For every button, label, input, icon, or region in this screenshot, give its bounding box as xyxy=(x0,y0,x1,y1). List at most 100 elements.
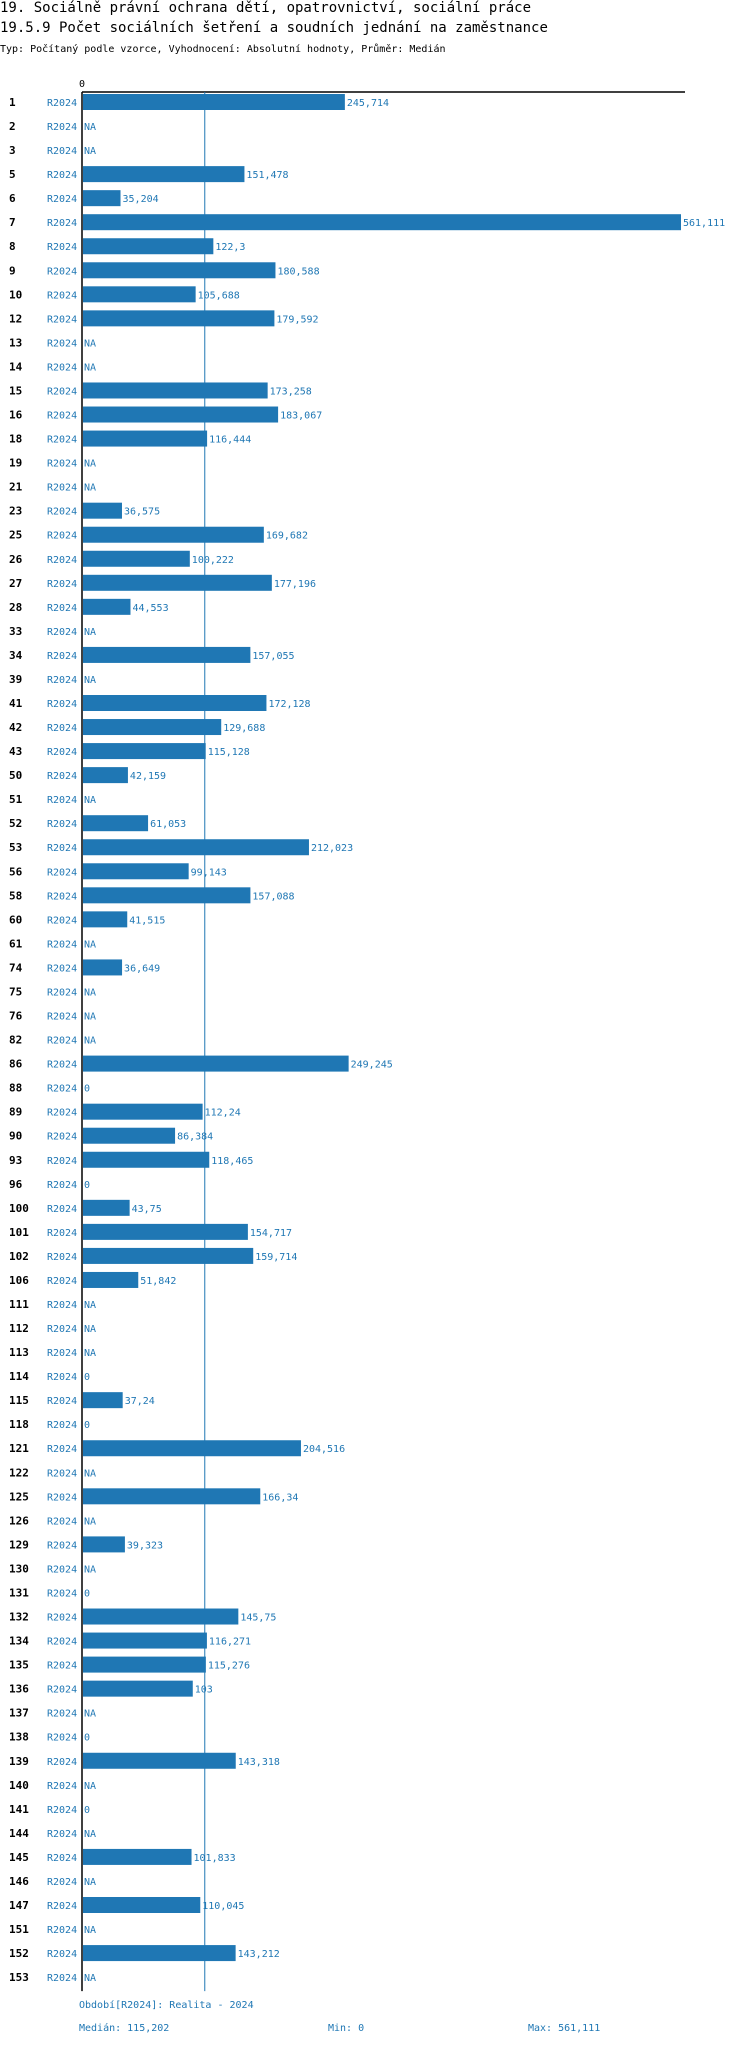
value-label: NA xyxy=(84,1468,96,1479)
value-label: 129,688 xyxy=(223,723,265,734)
value-label: 0 xyxy=(84,1372,90,1383)
bar xyxy=(83,262,276,279)
row-id-label: 86 xyxy=(9,1058,23,1071)
value-label: NA xyxy=(84,146,96,157)
row-id-label: 21 xyxy=(9,481,23,494)
value-label: NA xyxy=(84,675,96,686)
series-label: R2024 xyxy=(47,555,77,566)
value-label: NA xyxy=(84,362,96,373)
row-id-label: 106 xyxy=(9,1274,29,1287)
series-label: R2024 xyxy=(47,1396,77,1407)
bar xyxy=(83,839,309,856)
value-label: 0 xyxy=(84,1180,90,1191)
value-label: 41,515 xyxy=(129,915,165,926)
bar xyxy=(83,190,121,207)
series-label: R2024 xyxy=(47,747,77,758)
bar xyxy=(83,1632,207,1649)
series-label: R2024 xyxy=(47,1588,77,1599)
value-label: NA xyxy=(84,1925,96,1936)
row-id-label: 136 xyxy=(9,1683,29,1696)
row-id-label: 14 xyxy=(9,360,23,373)
value-label: 105,688 xyxy=(198,290,240,301)
row-id-label: 26 xyxy=(9,553,23,566)
row-id-label: 61 xyxy=(9,937,23,950)
value-label: 0 xyxy=(84,1588,90,1599)
series-label: R2024 xyxy=(47,1348,77,1359)
value-label: 103 xyxy=(195,1685,213,1696)
series-label: R2024 xyxy=(47,1637,77,1648)
bar xyxy=(83,286,196,303)
value-label: 118,465 xyxy=(211,1156,253,1167)
row-id-label: 41 xyxy=(9,697,23,710)
series-label: R2024 xyxy=(47,1180,77,1191)
value-label: 212,023 xyxy=(311,843,353,854)
bar xyxy=(83,887,251,904)
series-label: R2024 xyxy=(47,1156,77,1167)
bar xyxy=(83,574,272,591)
bar xyxy=(83,863,189,880)
series-label: R2024 xyxy=(47,1468,77,1479)
bar xyxy=(83,719,222,736)
bar xyxy=(83,1055,349,1072)
row-id-label: 74 xyxy=(9,961,23,974)
series-label: R2024 xyxy=(47,843,77,854)
series-label: R2024 xyxy=(47,314,77,325)
series-label: R2024 xyxy=(47,1901,77,1912)
series-label: R2024 xyxy=(47,963,77,974)
bar xyxy=(83,911,128,928)
row-id-label: 145 xyxy=(9,1851,29,1864)
row-id-label: 12 xyxy=(9,312,22,325)
bar xyxy=(83,1680,193,1697)
row-id-label: 34 xyxy=(9,649,23,662)
series-label: R2024 xyxy=(47,1781,77,1792)
bar xyxy=(83,646,251,663)
bar xyxy=(83,94,345,110)
value-label: 143,318 xyxy=(238,1757,280,1768)
series-label: R2024 xyxy=(47,723,77,734)
bar xyxy=(83,1536,125,1553)
value-label: 159,714 xyxy=(255,1252,297,1263)
row-id-label: 112 xyxy=(9,1322,29,1335)
value-label: NA xyxy=(84,1324,96,1335)
series-label: R2024 xyxy=(47,386,77,397)
bar xyxy=(83,1271,139,1288)
bar xyxy=(83,767,128,784)
row-id-label: 122 xyxy=(9,1466,29,1479)
row-id-label: 93 xyxy=(9,1154,22,1167)
series-label: R2024 xyxy=(47,891,77,902)
row-id-label: 126 xyxy=(9,1514,29,1527)
bar xyxy=(83,1608,239,1625)
row-id-label: 111 xyxy=(9,1298,29,1311)
row-id-label: 118 xyxy=(9,1418,29,1431)
bar xyxy=(83,430,208,447)
series-label: R2024 xyxy=(47,411,77,422)
bar xyxy=(83,1199,130,1216)
bar xyxy=(83,1897,201,1913)
value-label: 0 xyxy=(84,1805,90,1816)
value-label: 204,516 xyxy=(303,1444,345,1455)
row-id-label: 153 xyxy=(9,1971,29,1984)
series-label: R2024 xyxy=(47,939,77,950)
series-label: R2024 xyxy=(47,170,77,181)
value-label: 37,24 xyxy=(125,1396,155,1407)
row-id-label: 2 xyxy=(9,120,16,133)
series-label: R2024 xyxy=(47,338,77,349)
bar xyxy=(83,238,214,255)
value-label: 183,067 xyxy=(280,411,322,422)
value-label: 36,649 xyxy=(124,963,160,974)
row-id-label: 152 xyxy=(9,1947,29,1960)
footer-max: Max: 561,111 xyxy=(528,2023,601,2034)
series-label: R2024 xyxy=(47,483,77,494)
footer-median: Medián: 115,202 xyxy=(79,2023,170,2034)
row-id-label: 1 xyxy=(9,96,16,109)
row-id-label: 25 xyxy=(9,529,22,542)
value-label: 157,088 xyxy=(252,891,294,902)
series-label: R2024 xyxy=(47,1805,77,1816)
value-label: 36,575 xyxy=(124,507,160,518)
series-label: R2024 xyxy=(47,242,77,253)
series-label: R2024 xyxy=(47,435,77,446)
series-label: R2024 xyxy=(47,507,77,518)
value-label: 177,196 xyxy=(274,579,316,590)
row-id-label: 137 xyxy=(9,1707,29,1720)
row-id-label: 51 xyxy=(9,793,23,806)
